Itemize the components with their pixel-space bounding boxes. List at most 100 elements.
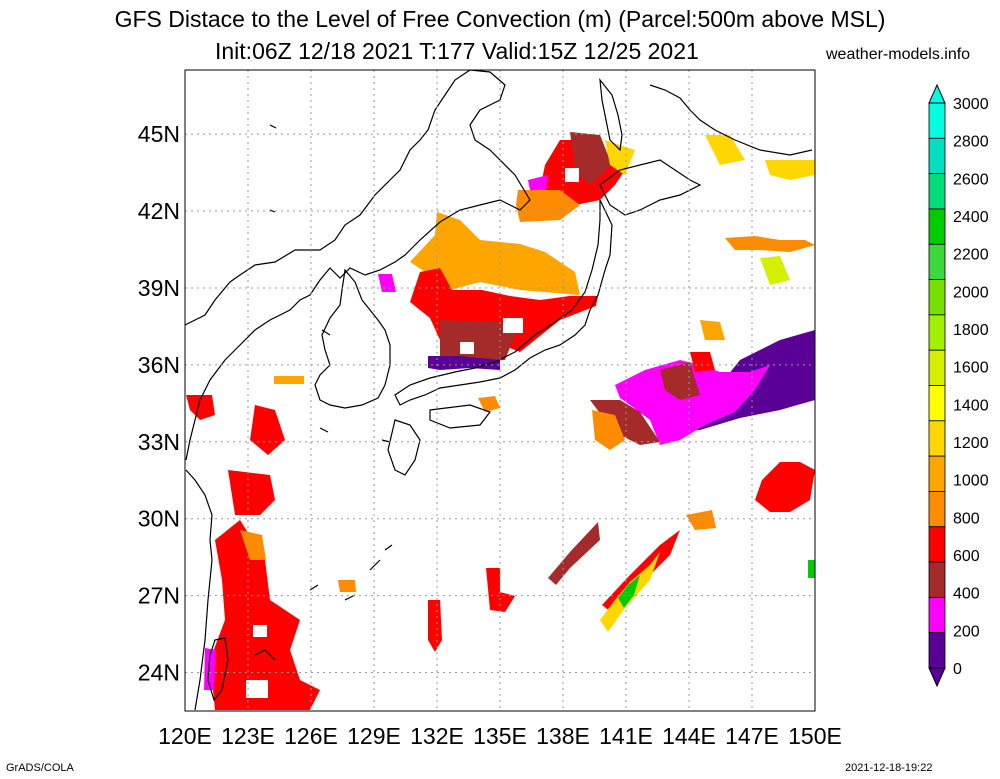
lat-tick-label: 27N: [138, 583, 180, 609]
colorbar-box: [928, 420, 946, 457]
field-streak-1: [548, 522, 600, 585]
lon-tick-label: 141E: [599, 723, 653, 749]
field-southwest-red: [210, 520, 320, 710]
colorbar-box: [928, 526, 946, 563]
colorbar-boxes: [928, 83, 946, 688]
colorbar-label: 1000: [953, 473, 989, 490]
site-credit: weather-models.info: [826, 46, 971, 63]
field-east-red-1: [690, 352, 715, 372]
field-orange-japan-sea: [410, 212, 580, 295]
field-streak-5: [428, 600, 442, 652]
coast-ryukyu: [254, 544, 393, 661]
coast-taiwan: [207, 637, 229, 702]
lat-tick-label: 45N: [138, 121, 180, 147]
field-east-green: [808, 560, 815, 578]
field-yellow-sea-orange: [274, 376, 304, 384]
colorbar-box: [928, 561, 946, 598]
colorbar-label: 1200: [953, 435, 989, 452]
field-ne-orange: [725, 236, 815, 252]
field-japan-orange-small: [478, 396, 500, 412]
field-magenta-korea: [378, 274, 396, 292]
colorbar-label: 2800: [953, 134, 989, 151]
colorbar-box: [928, 243, 946, 280]
colorbar-box: [928, 632, 946, 669]
field-pacific-brown: [590, 400, 660, 445]
field-pacific-orange: [592, 410, 625, 450]
coast-yellow-sea-islands: [269, 124, 391, 443]
coast-mainland-asia: [184, 69, 531, 461]
colorbar-box: [928, 279, 946, 316]
coast-japan-shikoku-kyushu: [387, 404, 491, 476]
lon-tick-label: 147E: [725, 723, 779, 749]
colorbar-label: 200: [953, 623, 980, 640]
colorbar-label: 1400: [953, 397, 989, 414]
lon-tick-label: 135E: [473, 723, 527, 749]
field-hokkaido-gold: [605, 140, 635, 175]
lon-tick-labels: 120E 123E 126E 129E 132E 135E 138E 141E 144E 147E…: [158, 723, 842, 749]
colorbar-box: [928, 385, 946, 422]
lon-tick-label: 144E: [662, 723, 716, 749]
colorbar-box: [928, 173, 946, 210]
coast-hokkaido: [599, 159, 702, 216]
field-streak-7: [686, 510, 716, 530]
colorbar-label: 800: [953, 510, 980, 527]
field-streak-6: [338, 580, 356, 592]
field-hokkaido-orange: [516, 190, 580, 222]
lon-tick-label: 120E: [158, 723, 212, 749]
colorbar-label: 2600: [953, 171, 989, 188]
field-hokkaido-brown: [570, 132, 612, 185]
lat-tick-label: 36N: [138, 352, 180, 378]
colorbar-box: [928, 596, 946, 634]
lon-tick-label: 126E: [284, 723, 338, 749]
field-east-red-2: [755, 462, 815, 512]
field-ne-gold-2: [765, 160, 815, 180]
field-streak-green: [618, 575, 640, 608]
field-east-china-red-3: [186, 395, 215, 420]
field-taiwan-magenta: [204, 648, 216, 690]
chart-title: GFS Distace to the Level of Free Convect…: [114, 6, 886, 32]
field-ne-green: [760, 256, 790, 285]
lon-tick-label: 132E: [410, 723, 464, 749]
coast-sakhalin: [599, 78, 623, 152]
field-hole-4: [253, 625, 267, 637]
coast-korea: [314, 268, 391, 409]
colorbar-box: [928, 102, 946, 139]
field-east-brown-1: [660, 362, 700, 400]
coast-kamchatka-kurils: [649, 84, 813, 156]
colorbar-box: [928, 314, 946, 351]
colorbar-labels: 0 200 400 600 800 1000 1200 1400 1600 1800 2000 220…: [953, 96, 989, 678]
colorbar-extend-top: [928, 83, 946, 104]
colorbar-label: 1600: [953, 360, 989, 377]
colorbar-box: [928, 208, 946, 245]
lat-tick-label: 33N: [138, 429, 180, 455]
colorbar-label: 1800: [953, 322, 989, 339]
lat-tick-label: 30N: [138, 506, 180, 532]
lat-tick-label: 24N: [138, 660, 180, 686]
colorbar-box: [928, 455, 946, 492]
coastlines: [184, 69, 813, 711]
field-sakhalin-magenta: [528, 175, 548, 190]
field-pacific-magenta: [615, 360, 770, 445]
field-hole-1: [503, 318, 523, 333]
lat-tick-label: 39N: [138, 275, 180, 301]
colorbar-extend-bottom: [928, 667, 946, 688]
lon-tick-label: 138E: [536, 723, 590, 749]
colorbar-label: 600: [953, 548, 980, 565]
field-streak-4: [486, 568, 515, 612]
coast-china-south: [185, 469, 213, 711]
colorbar-label: 2000: [953, 284, 989, 301]
field-east-china-red-1: [228, 470, 275, 515]
map-frame: [184, 69, 816, 712]
colorbar-box: [928, 137, 946, 175]
map-grid: [185, 70, 815, 711]
colorbar-label: 0: [953, 661, 962, 678]
field-ne-gold: [705, 135, 745, 165]
colorbar-box: [928, 491, 946, 528]
field-hole-5: [565, 168, 579, 182]
lon-tick-label: 123E: [221, 723, 275, 749]
footer-credit: GrADS/COLA: [6, 762, 74, 774]
footer-timestamp: 2021-12-18-19:22: [845, 762, 933, 774]
field-hole-2: [460, 342, 474, 354]
